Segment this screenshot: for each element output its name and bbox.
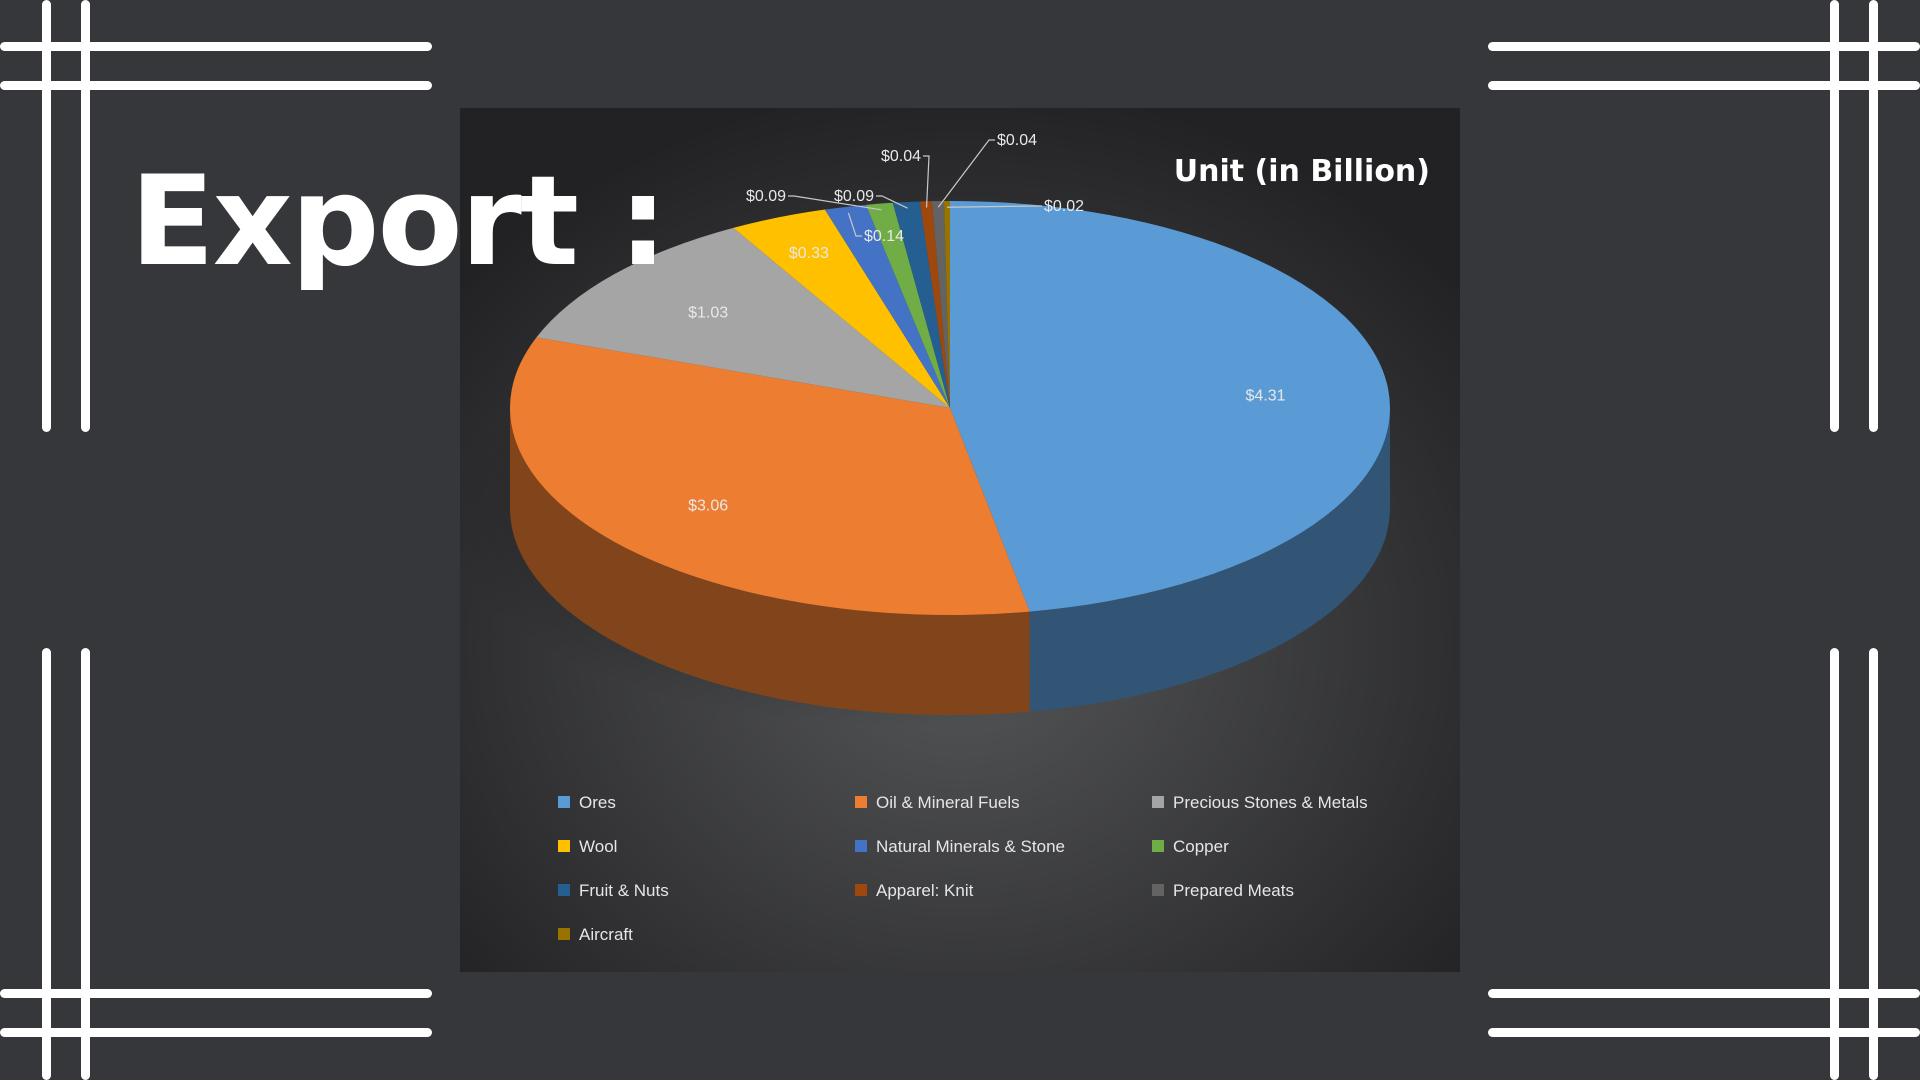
legend-label: Prepared Meats: [1173, 881, 1294, 900]
frame-line: [1830, 0, 1839, 432]
frame-line: [42, 0, 51, 432]
legend-swatch: [855, 884, 867, 896]
slice-value-label: $0.04: [997, 132, 1037, 149]
legend-swatch: [558, 928, 570, 940]
legend-label: Precious Stones & Metals: [1173, 793, 1368, 812]
frame-line: [1869, 0, 1878, 432]
legend-label: Fruit & Nuts: [579, 881, 669, 900]
legend-label: Aircraft: [579, 925, 633, 944]
frame-line: [81, 648, 90, 1080]
pie-slice: [892, 201, 950, 408]
legend-item: Prepared Meats: [1152, 881, 1294, 900]
frame-line: [0, 42, 432, 51]
legend-swatch: [558, 796, 570, 808]
slice-value-label: $4.31: [1245, 387, 1285, 404]
legend-swatch: [855, 840, 867, 852]
pie-slice: [509, 337, 1030, 615]
leader-line: [947, 205, 1042, 208]
legend-item: Fruit & Nuts: [558, 881, 669, 900]
legend-label: Ores: [579, 793, 616, 812]
pie-slice: [943, 201, 950, 408]
pie-chart: Unit (in Billion) $4.31 $3.06 $1.03 $0.33 $0…: [460, 108, 1460, 972]
frame-line: [81, 0, 90, 432]
pie-slice: [733, 209, 950, 408]
legend-item: Natural Minerals & Stone: [855, 837, 1065, 856]
slice-value-label: $0.33: [789, 245, 829, 262]
slice-value-label: $3.06: [688, 497, 728, 514]
legend-swatch: [1152, 840, 1164, 852]
pie-top: [509, 201, 1390, 615]
leader-line: [923, 155, 930, 208]
slice-value-label: $0.04: [881, 148, 921, 165]
pie-sides: [510, 408, 1390, 715]
legend-item: Copper: [1152, 837, 1229, 856]
frame-line: [0, 989, 432, 998]
frame-line: [1488, 42, 1920, 51]
legend-swatch: [558, 884, 570, 896]
pie-slice: [865, 202, 950, 408]
legend-swatch: [558, 840, 570, 852]
pie-slice: [931, 201, 950, 408]
pie-slice: [824, 204, 950, 408]
legend-swatch: [1152, 796, 1164, 808]
pie-slice: [536, 227, 950, 408]
frame-line: [1869, 648, 1878, 1080]
legend-label: Apparel: Knit: [876, 881, 974, 900]
frame-line: [42, 648, 51, 1080]
chart-panel: Unit (in Billion) $4.31 $3.06 $1.03 $0.33 $0…: [460, 108, 1460, 972]
legend-item: Apparel: Knit: [855, 881, 974, 900]
slice-value-label: $0.02: [1044, 198, 1084, 215]
frame-line: [1488, 1028, 1920, 1037]
legend-label: Copper: [1173, 837, 1229, 856]
chart-legend: Ores Oil & Mineral Fuels Precious Stones &…: [558, 793, 1368, 944]
legend-label: Natural Minerals & Stone: [876, 837, 1065, 856]
legend-item: Ores: [558, 793, 616, 812]
leader-line: [876, 195, 908, 209]
slice-value-label: $0.09: [834, 188, 874, 205]
frame-line: [0, 1028, 432, 1037]
page-heading: Export :: [130, 150, 668, 294]
frame-line: [0, 81, 432, 90]
slice-value-label: $0.14: [864, 228, 904, 245]
frame-line: [1488, 81, 1920, 90]
leader-line: [937, 139, 995, 208]
pie-slice: [919, 201, 950, 408]
legend-item: Oil & Mineral Fuels: [855, 793, 1020, 812]
chart-title: Unit (in Billion): [1174, 154, 1430, 189]
frame-line: [1830, 648, 1839, 1080]
leader-line: [788, 195, 882, 211]
legend-label: Wool: [579, 837, 617, 856]
pie-labels: $4.31 $3.06 $1.03 $0.33 $0.14 $0.09 $0.09 $0.04…: [688, 132, 1285, 514]
legend-label: Oil & Mineral Fuels: [876, 793, 1020, 812]
pie-slice: [950, 201, 1390, 612]
pie-side: [1029, 408, 1390, 712]
leader-line: [847, 212, 862, 237]
slice-value-label: $0.09: [746, 188, 786, 205]
pie-side: [510, 408, 1030, 715]
legend-swatch: [1152, 884, 1164, 896]
frame-line: [1488, 989, 1920, 998]
legend-item: Wool: [558, 837, 617, 856]
legend-swatch: [855, 796, 867, 808]
slice-value-label: $1.03: [688, 305, 728, 322]
legend-item: Aircraft: [558, 925, 633, 944]
legend-item: Precious Stones & Metals: [1152, 793, 1368, 812]
